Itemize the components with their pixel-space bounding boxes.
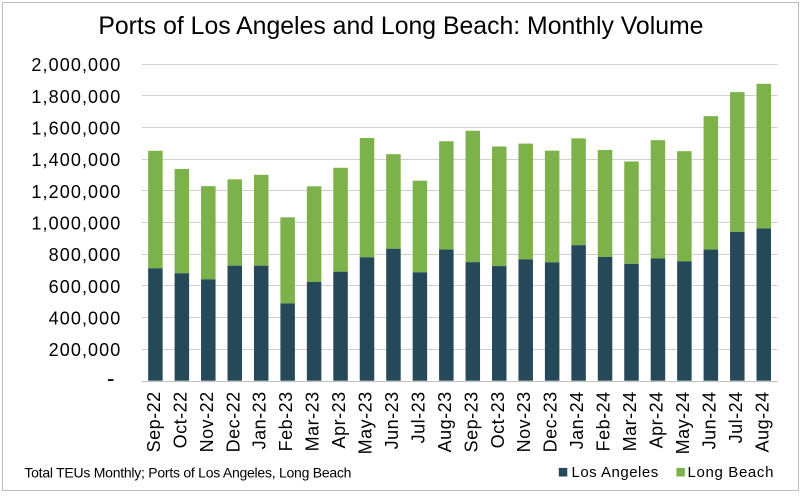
- svg-text:Jan-23: Jan-23: [250, 391, 270, 449]
- svg-text:Jul-23: Jul-23: [408, 391, 428, 443]
- svg-text:Ports of Los Angeles and Long: Ports of Los Angeles and Long Beach: Mon…: [98, 13, 703, 40]
- svg-text:Mar-24: Mar-24: [620, 391, 640, 451]
- svg-text:Apr-24: Apr-24: [647, 391, 667, 448]
- svg-text:800,000: 800,000: [49, 245, 122, 265]
- svg-text:May-24: May-24: [673, 391, 693, 454]
- svg-text:Feb-24: Feb-24: [594, 391, 614, 451]
- svg-text:1,400,000: 1,400,000: [31, 150, 121, 170]
- svg-text:Feb-23: Feb-23: [276, 391, 296, 451]
- svg-text:600,000: 600,000: [49, 277, 122, 297]
- svg-text:1,800,000: 1,800,000: [31, 87, 121, 107]
- svg-text:2,000,000: 2,000,000: [31, 55, 121, 75]
- svg-text:Sep-23: Sep-23: [461, 391, 481, 452]
- svg-text:Total TEUs Monthly; Ports of L: Total TEUs Monthly; Ports of Los Angeles…: [24, 464, 351, 480]
- svg-text:-: -: [107, 365, 115, 391]
- svg-text:Mar-23: Mar-23: [303, 391, 323, 451]
- svg-text:Oct-23: Oct-23: [488, 391, 508, 448]
- svg-text:1,600,000: 1,600,000: [31, 118, 121, 138]
- svg-text:Apr-23: Apr-23: [329, 391, 349, 448]
- svg-text:Dec-22: Dec-22: [223, 391, 243, 452]
- svg-text:200,000: 200,000: [49, 340, 122, 360]
- svg-text:Dec-23: Dec-23: [541, 391, 561, 452]
- svg-text:Long Beach: Long Beach: [688, 464, 775, 481]
- svg-text:400,000: 400,000: [49, 309, 122, 329]
- svg-text:1,200,000: 1,200,000: [31, 182, 121, 202]
- svg-text:Nov-23: Nov-23: [514, 391, 534, 452]
- svg-text:Aug-23: Aug-23: [435, 391, 455, 452]
- svg-text:Los Angeles: Los Angeles: [572, 464, 659, 481]
- svg-text:Nov-22: Nov-22: [197, 391, 217, 452]
- svg-text:Sep-22: Sep-22: [144, 391, 164, 452]
- svg-text:Jun-24: Jun-24: [699, 391, 719, 449]
- svg-text:Jul-24: Jul-24: [726, 391, 746, 443]
- svg-text:Jun-23: Jun-23: [382, 391, 402, 449]
- svg-text:Aug-24: Aug-24: [752, 391, 772, 452]
- svg-text:Jan-24: Jan-24: [567, 391, 587, 449]
- svg-text:1,000,000: 1,000,000: [31, 214, 121, 234]
- svg-text:Oct-22: Oct-22: [170, 391, 190, 448]
- svg-text:May-23: May-23: [356, 391, 376, 454]
